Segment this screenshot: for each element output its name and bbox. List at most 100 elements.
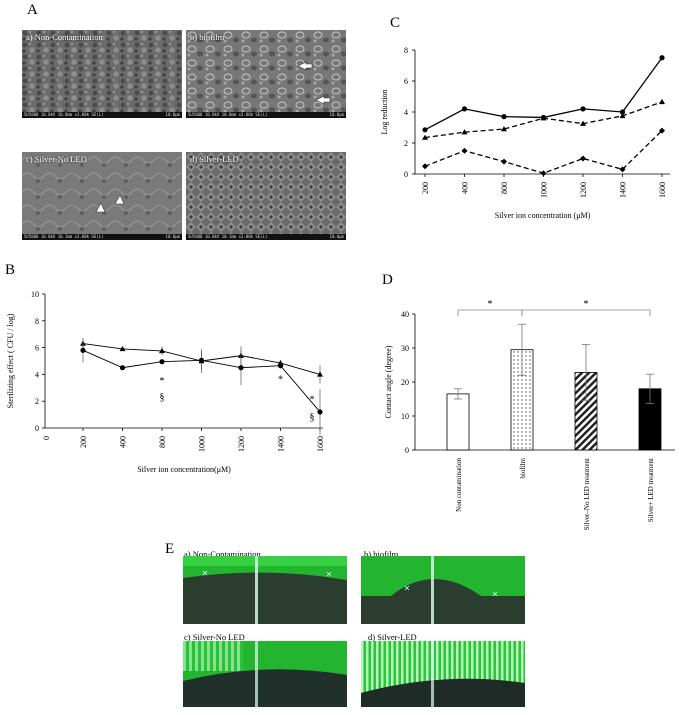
x-tick-label: 200 — [421, 182, 430, 194]
y-axis-label: Contact angle (degree) — [384, 345, 393, 418]
photo-silver-no-led — [183, 641, 347, 707]
x-tick-label: 800 — [158, 436, 167, 448]
significance-bracket — [457, 309, 523, 316]
contact-angle-chart: 0 10 20 30 40 Non contamination biofilm Silver–… — [384, 299, 675, 530]
x-tick-label: 1000 — [198, 436, 207, 452]
data-point — [277, 363, 284, 369]
sem-scale-bar: SU5000 10.0kV 10.1mm x3.00k SE(L) 10.0μm — [186, 234, 346, 240]
y-axis-label: Log reduction — [380, 89, 389, 134]
sem-texture — [186, 152, 346, 240]
data-point — [659, 98, 665, 105]
data-point — [119, 345, 126, 352]
y-tick-label: 4 — [404, 108, 408, 117]
data-point — [159, 359, 165, 365]
significance-mark: § — [310, 412, 315, 423]
y-tick-label: 8 — [404, 46, 408, 55]
sem-image-biofilm: b) biofilm SU5000 10.0kV 10.0mm x3.00k S… — [186, 30, 346, 118]
significance-mark: * — [488, 299, 493, 310]
data-point — [580, 106, 586, 112]
data-point — [659, 127, 665, 134]
x-tick-label: 800 — [500, 182, 509, 194]
sem-label: b) biofilm — [190, 32, 225, 42]
data-point — [198, 357, 205, 363]
sem-label: d) Silver-LED — [190, 154, 239, 164]
x-tick-label: Non contamination — [455, 458, 463, 512]
photo-silver-led — [361, 641, 525, 707]
data-point — [501, 126, 507, 132]
panel-letter-e: E — [165, 541, 175, 557]
y-tick-label: 10 — [401, 412, 409, 421]
x-tick-label: Silver+ LED treatment — [647, 458, 655, 522]
y-tick-label: 6 — [404, 77, 408, 86]
data-point — [422, 163, 428, 170]
photo-label: b) biofilm — [364, 549, 399, 559]
photo-label: d) Silver-LED — [368, 632, 417, 642]
panel-letter-c: C — [390, 15, 401, 31]
sem-image-silver-no-led: c) Silver-No LED SU5000 10.0kV 10.1mm x3… — [22, 152, 182, 240]
data-point — [580, 120, 586, 126]
data-point — [619, 109, 626, 115]
data-point — [501, 114, 507, 120]
y-tick-label: 8 — [35, 317, 39, 326]
y-tick-label: 6 — [35, 344, 39, 353]
series-triangle — [422, 98, 665, 140]
photo-biofilm — [361, 556, 525, 624]
sem-image-silver-led: d) Silver-LED SU5000 10.0kV 10.1mm x3.00… — [186, 152, 346, 240]
x-axis-label: Silver ion concentration(μM) — [137, 465, 231, 474]
data-point — [159, 347, 165, 354]
data-point — [659, 55, 665, 61]
sem-image-non-contamination: a) Non-Contamination SU5000 10.0kV 10.0m… — [22, 30, 182, 118]
x-tick-label: biofilm — [519, 457, 527, 478]
x-axis-label: Silver ion concentration (μM) — [495, 211, 591, 220]
panel-letter-b: B — [5, 262, 16, 278]
x-tick-label: 200 — [79, 436, 88, 448]
data-point — [422, 127, 428, 133]
data-point — [317, 371, 323, 377]
y-tick-label: 40 — [401, 310, 409, 319]
series-line — [424, 130, 663, 174]
x-tick-label: 1200 — [579, 182, 588, 198]
data-point — [238, 365, 244, 371]
arrow-icon — [297, 61, 331, 105]
x-tick-label: 1000 — [540, 182, 549, 198]
significance-mark: * — [584, 299, 589, 310]
data-point — [461, 106, 468, 112]
data-point — [619, 112, 626, 119]
data-point — [119, 365, 126, 371]
y-tick-label: 10 — [31, 290, 39, 299]
significance-bracket — [521, 309, 651, 316]
series-diamond — [422, 127, 665, 177]
panel-letter-a: A — [27, 2, 38, 18]
significance-mark: * — [310, 395, 315, 406]
sem-scale-bar: SU5000 10.0kV 10.1mm x3.00k SE(L) 10.0μm — [22, 234, 182, 240]
x-tick-label: 0 — [42, 436, 51, 440]
y-tick-label: 0 — [35, 424, 39, 433]
y-tick-label: 2 — [404, 139, 408, 148]
y-tick-label: 0 — [404, 170, 408, 179]
y-tick-label: 4 — [35, 370, 39, 379]
sterilizing-effect-chart: 0 2 4 6 8 10 0 200 400 800 1000 1200 1400 1600 * § * * § St… — [6, 290, 325, 474]
data-point — [317, 409, 323, 415]
x-tick-label: 400 — [461, 182, 470, 194]
x-tick-label: 1600 — [658, 182, 667, 198]
x-tick-label: Silver–No LED treatment — [583, 458, 591, 530]
x-tick-label: 1200 — [237, 436, 246, 452]
data-point — [501, 158, 507, 165]
significance-mark: § — [160, 392, 165, 403]
photo-non-contamination — [183, 556, 347, 624]
y-tick-label: 0 — [405, 446, 409, 455]
data-point — [461, 147, 468, 154]
sem-texture — [186, 30, 346, 118]
x-tick-label: 1600 — [316, 436, 325, 452]
data-point — [619, 166, 626, 173]
series-circle — [80, 338, 323, 435]
sem-texture — [22, 30, 182, 118]
data-point — [422, 134, 428, 140]
y-tick-label: 20 — [401, 378, 409, 387]
sem-texture — [22, 152, 182, 240]
series-circle — [422, 55, 665, 133]
x-tick-label: 1400 — [619, 182, 628, 198]
data-point — [461, 129, 468, 135]
data-point — [80, 347, 86, 353]
data-point — [540, 170, 547, 177]
